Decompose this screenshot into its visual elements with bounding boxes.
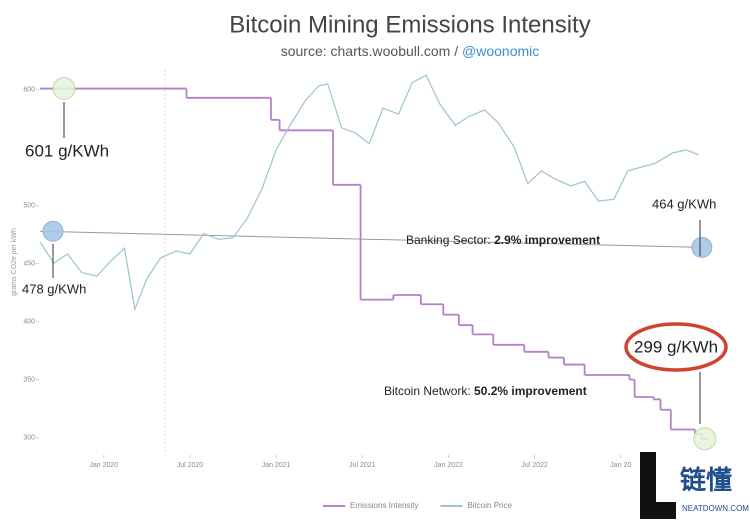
legend: Emissions Intensity Bitcoin Price bbox=[323, 501, 512, 510]
plot: 300 350 400 450 500 600 Jan 2020 Jul 2020 Jan 20… bbox=[23, 74, 717, 469]
subtitle-handle: @woonomic bbox=[462, 43, 539, 59]
price-line bbox=[39, 74, 699, 312]
annotation-highlight: 50.2% improvement bbox=[474, 384, 587, 398]
x-tick-label: Jan 2020 bbox=[89, 462, 118, 469]
x-tick-label: Jan 20 bbox=[610, 462, 631, 469]
highlight-ellipse bbox=[624, 322, 728, 372]
y-axis-label: grams CO2e per kWh bbox=[11, 228, 18, 296]
y-tick-label: 600 bbox=[23, 87, 35, 94]
annotation-highlight: 2.9% improvement bbox=[494, 233, 600, 247]
subtitle-source: source: charts.woobull.com / bbox=[281, 43, 459, 59]
y-tick-label: 450 bbox=[23, 261, 35, 268]
annotation: 299 g/KWh bbox=[634, 337, 718, 356]
point-marker bbox=[42, 220, 64, 242]
x-tick-label: Jan 2022 bbox=[434, 462, 463, 469]
legend-label: Emissions Intensity bbox=[350, 501, 418, 510]
watermark-text: 链懂 bbox=[680, 465, 732, 495]
y-tick-label: 300 bbox=[23, 434, 35, 441]
y-tick-label: 500 bbox=[23, 203, 35, 210]
x-tick-label: Jan 2021 bbox=[262, 462, 291, 469]
annotation: 464 g/KWh bbox=[652, 196, 716, 211]
annotation-label: Bitcoin Network: bbox=[384, 384, 471, 398]
annotation: Bitcoin Network: 50.2% improvement bbox=[384, 384, 587, 398]
x-tick-label: Jul 2021 bbox=[349, 462, 376, 469]
point-marker bbox=[52, 77, 76, 101]
chart-title: Bitcoin Mining Emissions Intensity bbox=[229, 11, 590, 38]
x-tick-label: Jul 2022 bbox=[521, 462, 548, 469]
annotation: Banking Sector: 2.9% improvement bbox=[406, 233, 600, 247]
chart-subtitle: source: charts.woobull.com / @woonomic bbox=[281, 43, 540, 59]
legend-label: Bitcoin Price bbox=[467, 501, 512, 510]
watermark-logo bbox=[640, 452, 676, 519]
reference-line bbox=[39, 230, 702, 248]
annotation: 478 g/KWh bbox=[22, 281, 86, 296]
point-marker bbox=[691, 236, 713, 258]
point-marker bbox=[693, 427, 717, 451]
annotation: 601 g/KWh bbox=[25, 141, 109, 160]
x-tick-label: Jul 2020 bbox=[177, 462, 204, 469]
y-tick-label: 350 bbox=[23, 376, 35, 383]
watermark-sub: NEATDOWN.COM bbox=[682, 504, 749, 513]
annotation-label: Banking Sector: bbox=[406, 233, 491, 247]
y-tick-label: 400 bbox=[23, 318, 35, 325]
